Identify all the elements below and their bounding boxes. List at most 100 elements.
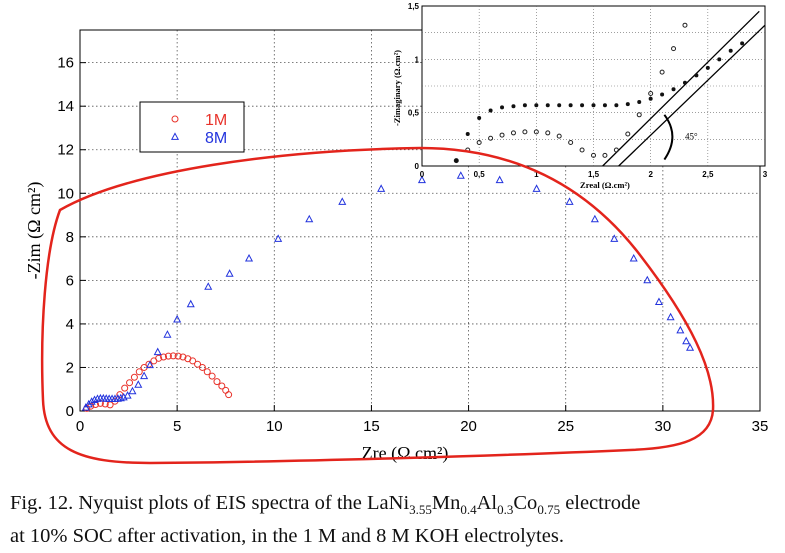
inset-data-point [614,103,619,108]
inset-data-point [591,103,596,108]
data-point [495,175,504,184]
inset-data-point [705,65,710,70]
legend-marker [171,115,179,123]
inset-data-point [660,92,665,97]
data-point [126,379,134,387]
data-point [610,234,619,242]
inset-data-point [454,158,459,163]
data-point [565,197,574,205]
y-tick-label: 10 [57,185,74,202]
inset-x-tick-label: 2 [648,170,653,179]
data-point [686,343,695,351]
data-point [163,330,172,338]
data-point [116,393,125,402]
inset-data-point [648,90,654,96]
inset-data-point [602,152,608,158]
inset-data-point [659,69,665,75]
data-point [377,184,386,192]
inset-x-tick-label: 1,5 [588,170,600,179]
data-point [145,360,154,369]
reference-line [618,24,766,167]
data-point [123,391,132,399]
data-point [590,214,599,223]
legend-label: 8M [205,130,227,147]
data-point [135,368,143,376]
data-point [169,352,177,360]
data-point [87,397,96,405]
inset-data-point [500,105,505,110]
data-point [417,175,426,184]
data-point [676,325,685,334]
inset-y-axis-label: -Zimaginary (Ω.cm²) [392,50,402,126]
legend-label: 1M [205,112,227,129]
x-tick-label: 20 [460,418,477,435]
inset-data-point [671,87,676,92]
inset-x-tick-label: 0 [420,170,425,179]
inset-data-point [671,46,677,52]
data-point [305,214,314,223]
y-tick-label: 12 [57,142,74,159]
inset-data-point [477,116,482,120]
data-point [153,347,162,356]
inset-data-point [591,152,596,158]
data-point [134,380,143,388]
data-point [90,395,99,404]
data-point [213,378,221,386]
data-point [225,269,234,277]
inset-y-tick-label: 0 [415,162,420,171]
y-tick-label: 8 [66,229,74,246]
inset-data-point [568,140,574,146]
inset-data-point [682,22,688,28]
inset-data-point [488,108,493,113]
inset-data-point [625,102,630,107]
data-point [128,386,137,395]
data-point [208,372,216,380]
inset-data-point [602,103,607,108]
x-tick-label: 10 [266,418,283,435]
x-tick-label: 25 [557,418,574,435]
inset-data-point [534,103,539,108]
data-point [189,357,197,365]
inset-data-point [636,112,642,118]
data-point [194,360,202,368]
inset-data-point [522,103,527,108]
inset-data-point [580,103,585,108]
data-point [87,402,95,410]
caption-prefix: Fig. 12. Nyquist plots of EIS spectra of… [10,492,368,514]
x-tick-label: 35 [752,418,769,435]
inset-data-point [568,103,573,108]
plot-frame [79,29,761,412]
y-axis-label: -Zim (Ω cm²) [24,182,45,280]
figure-caption: Fig. 12. Nyquist plots of EIS spectra of… [10,490,780,549]
angle-label: 45° [685,131,698,141]
data-point [174,352,182,360]
data-point [198,363,206,371]
inset-series-1 [454,41,745,163]
data-point [274,234,283,242]
data-point [173,314,182,323]
inset-x-tick-label: 2,5 [702,170,714,179]
inset-data-point [499,132,505,138]
y-tick-label: 6 [66,272,74,289]
inset-y-tick-label: 0,5 [408,109,420,118]
y-tick-label: 16 [57,55,74,72]
series-8m [81,171,695,411]
data-point [244,253,254,262]
inset-data-point [545,130,551,136]
inset-data-point [522,129,528,135]
inset-x-axis-label: Zreal (Ω.cm²) [580,180,630,190]
reference-line [602,10,760,167]
legend-box [139,101,245,153]
inset-x-tick-label: 1 [534,170,539,179]
data-point [155,354,163,362]
data-point [121,384,129,392]
inset-data-point [545,103,550,108]
inset-data-point [579,147,585,153]
data-point [186,299,195,308]
data-point [130,373,138,381]
data-point [204,282,213,290]
inset-data-point [694,73,699,78]
data-point [203,368,211,376]
